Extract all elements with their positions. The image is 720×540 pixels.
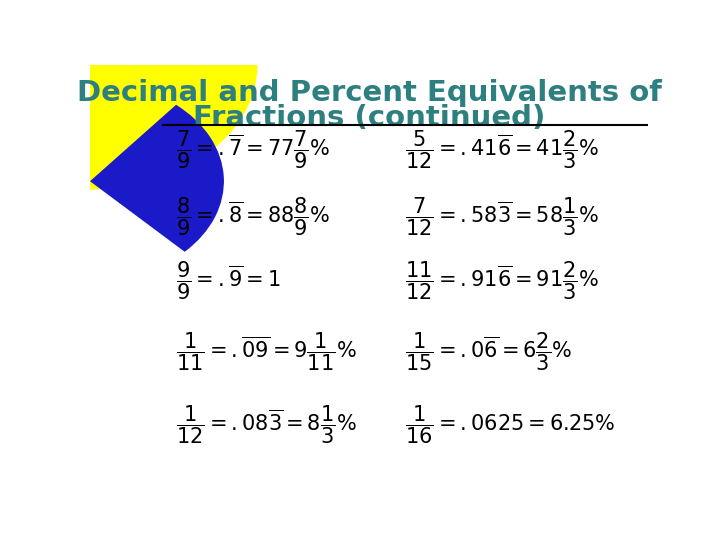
Text: $\dfrac{1}{12} = .08\overline{3} = 8\dfrac{1}{3}\%$: $\dfrac{1}{12} = .08\overline{3} = 8\dfr… — [176, 403, 357, 446]
Wedge shape — [90, 65, 258, 190]
Text: $\dfrac{1}{15} = .0\overline{6} = 6\dfrac{2}{3}\%$: $\dfrac{1}{15} = .0\overline{6} = 6\dfra… — [405, 330, 572, 373]
Text: $\dfrac{8}{9} = .\overline{8} = 88\dfrac{8}{9}\%$: $\dfrac{8}{9} = .\overline{8} = 88\dfrac… — [176, 195, 330, 238]
Text: $\dfrac{1}{11} = .\overline{09} = 9\dfrac{1}{11}\%$: $\dfrac{1}{11} = .\overline{09} = 9\dfra… — [176, 330, 357, 373]
Text: $\dfrac{11}{12} = .91\overline{6} = 91\dfrac{2}{3}\%$: $\dfrac{11}{12} = .91\overline{6} = 91\d… — [405, 260, 599, 302]
Text: $\dfrac{7}{9} = .\overline{7} = 77\dfrac{7}{9}\%$: $\dfrac{7}{9} = .\overline{7} = 77\dfrac… — [176, 129, 330, 171]
Text: $\dfrac{5}{12} = .41\overline{6} = 41\dfrac{2}{3}\%$: $\dfrac{5}{12} = .41\overline{6} = 41\df… — [405, 129, 599, 171]
Text: Fractions (continued): Fractions (continued) — [193, 104, 545, 132]
Text: Decimal and Percent Equivalents of: Decimal and Percent Equivalents of — [76, 79, 662, 107]
Text: $\dfrac{9}{9} = .\overline{9} = 1$: $\dfrac{9}{9} = .\overline{9} = 1$ — [176, 260, 281, 302]
Text: $\dfrac{1}{16} = .0625 = 6.25\%$: $\dfrac{1}{16} = .0625 = 6.25\%$ — [405, 403, 616, 446]
Text: $\dfrac{7}{12} = .58\overline{3} = 58\dfrac{1}{3}\%$: $\dfrac{7}{12} = .58\overline{3} = 58\df… — [405, 195, 599, 238]
Wedge shape — [90, 105, 224, 252]
